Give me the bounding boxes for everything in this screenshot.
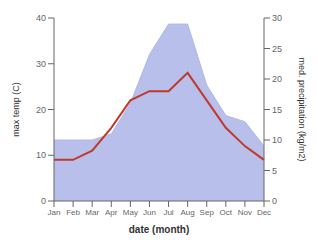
svg-text:May: May [123,208,138,217]
svg-text:Mar: Mar [85,208,99,217]
svg-text:Sep: Sep [200,208,215,217]
svg-text:Jul: Jul [163,208,173,217]
svg-text:Apr: Apr [105,208,118,217]
svg-text:med. precipitation (kg/m2): med. precipitation (kg/m2) [297,57,307,161]
svg-text:Nov: Nov [238,208,252,217]
svg-text:15: 15 [272,105,282,115]
svg-text:Dec: Dec [257,208,271,217]
svg-text:Feb: Feb [66,208,80,217]
svg-text:Aug: Aug [181,208,195,217]
svg-text:10: 10 [36,150,46,160]
svg-text:10: 10 [272,135,282,145]
svg-text:0: 0 [41,196,46,206]
svg-text:0: 0 [272,196,277,206]
svg-text:25: 25 [272,44,282,54]
svg-text:date (month): date (month) [129,224,190,235]
svg-text:max temp (C): max temp (C) [11,82,21,137]
svg-text:30: 30 [272,13,282,23]
svg-text:20: 20 [272,74,282,84]
svg-text:Jun: Jun [143,208,156,217]
svg-text:5: 5 [272,166,277,176]
svg-text:30: 30 [36,59,46,69]
svg-text:Oct: Oct [220,208,233,217]
svg-text:20: 20 [36,105,46,115]
svg-text:40: 40 [36,13,46,23]
svg-text:Jan: Jan [48,208,61,217]
